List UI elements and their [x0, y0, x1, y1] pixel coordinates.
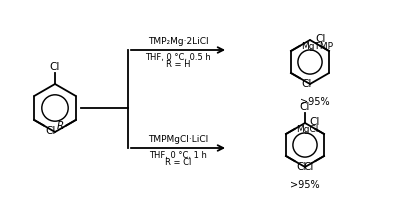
Text: Cl: Cl	[50, 61, 60, 72]
Text: TMPMgCl·LiCl: TMPMgCl·LiCl	[148, 135, 208, 144]
Text: Cl: Cl	[300, 101, 310, 112]
Text: THF, 0 °C, 1 h: THF, 0 °C, 1 h	[149, 151, 207, 160]
Text: Cl: Cl	[297, 162, 307, 172]
Text: MgCl: MgCl	[297, 125, 319, 134]
Text: R: R	[57, 121, 64, 130]
Text: Cl: Cl	[46, 126, 56, 137]
Text: Cl: Cl	[315, 34, 326, 44]
Text: >95%: >95%	[290, 180, 320, 190]
Text: Cl: Cl	[309, 117, 320, 127]
Text: THF, 0 °C, 0.5 h: THF, 0 °C, 0.5 h	[145, 53, 211, 62]
Text: Cl: Cl	[302, 79, 312, 89]
Text: >95%: >95%	[300, 97, 330, 107]
Text: MgTMP: MgTMP	[302, 42, 334, 50]
Text: R = Cl: R = Cl	[165, 158, 191, 167]
Text: R = H: R = H	[166, 60, 190, 69]
Text: TMP₂Mg·2LiCl: TMP₂Mg·2LiCl	[148, 37, 208, 46]
Text: Cl: Cl	[303, 162, 313, 172]
